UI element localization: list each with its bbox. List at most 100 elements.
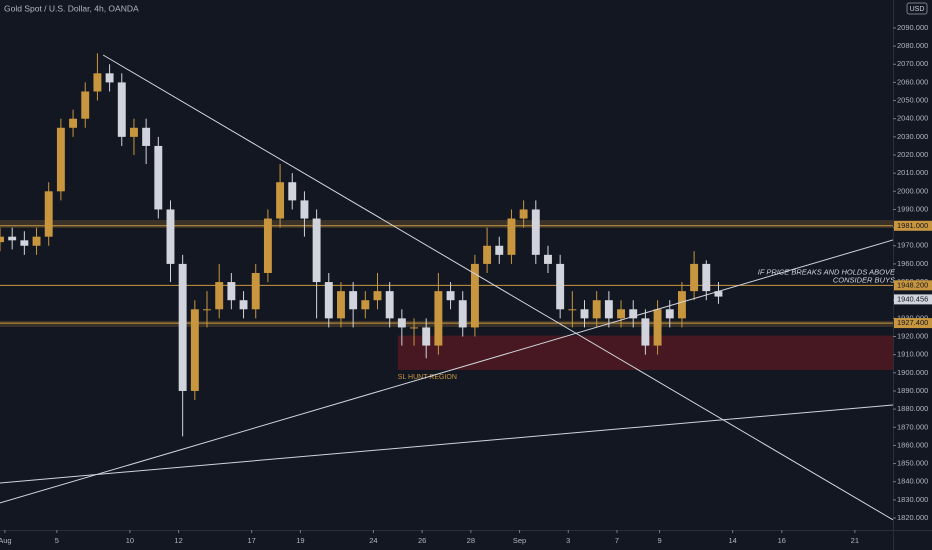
y-tick-label: 1860.000 [897,440,928,449]
y-tick-label: 2060.000 [897,77,928,86]
y-tick-label: 2070.000 [897,59,928,68]
candle-body [556,263,565,310]
y-tick-label: 1920.000 [897,331,928,340]
candle-body [32,236,41,246]
y-tick-label: 2030.000 [897,132,928,141]
x-tick-label: 5 [55,536,59,545]
x-tick-label: Aug [0,536,12,545]
candle-body [312,218,321,283]
candle-body [44,191,53,237]
level-label-bg [894,318,932,329]
y-tick-label: 1820.000 [897,513,928,522]
candle-body [324,282,333,319]
candle-body [105,73,114,83]
candle-body [629,309,638,319]
candle-body [69,118,78,128]
candle-body [337,291,345,319]
candle-body [215,282,224,310]
candle-body [690,263,699,292]
candle-body [142,127,151,146]
candle-body [190,309,199,391]
annotation: IF PRICE BREAKS AND HOLDS ABOVE [758,267,896,276]
y-tick-label: 1880.000 [897,404,928,413]
y-tick-label: 1910.000 [897,350,928,359]
y-tick-label: 1870.000 [897,422,928,431]
candle-body [349,291,358,310]
x-tick-label: 24 [369,536,377,545]
candle-body [56,127,65,192]
candle-body [495,245,504,255]
candle-body [117,82,126,137]
y-tick-label: 1840.000 [897,477,928,486]
level-label: 1940.456 [897,294,928,303]
candle-body [276,182,285,219]
candle-body [544,254,552,264]
x-tick-label: 16 [778,536,786,545]
candle-body [166,209,175,264]
candle-body [702,263,711,292]
x-tick-label: 9 [658,536,662,545]
currency-badge [906,2,928,15]
candle-body [617,309,625,319]
candle-body [422,327,431,346]
annotation: CONSIDER BUYS [833,275,895,284]
y-tick-label: 1990.000 [897,204,928,213]
y-tick-label: 1970.000 [897,241,928,250]
x-tick-label: 10 [126,536,134,545]
currency-label: USD [910,6,925,13]
level-label: 1927.400 [897,318,928,327]
y-tick-label: 2050.000 [897,96,928,105]
y-tick-label: 2040.000 [897,114,928,123]
candle-body [361,300,370,310]
candle-body [20,240,29,246]
x-tick-label: 26 [418,536,426,545]
candle-body [568,309,577,311]
candle-body [641,318,650,346]
candle-body [227,282,236,301]
candle-body [129,127,138,137]
level-band [0,219,893,228]
candle-body [483,245,492,264]
x-tick-label: 28 [467,536,475,545]
x-tick-label: 21 [851,536,859,545]
candle-body [410,327,418,329]
candle-body [446,291,455,301]
candle-body [81,91,90,119]
candle-body [8,236,17,241]
candle-body [470,263,479,328]
candle-body [397,318,406,328]
y-tick-label: 2090.000 [897,23,928,32]
level-band [0,320,893,327]
x-tick-label: 7 [615,536,619,545]
level-label-bg [894,220,932,231]
y-tick-label: 1890.000 [897,386,928,395]
level-label: 1981.000 [897,221,928,230]
trendline [0,239,894,504]
x-tick-label: 17 [247,536,255,545]
candle-body [592,300,601,319]
y-tick-label: 2010.000 [897,168,928,177]
candle-body [519,209,528,219]
chart-title: Gold Spot / U.S. Dollar, 4h, OANDA [4,3,139,13]
x-tick-label: 3 [566,536,570,545]
y-tick-label: 1930.000 [897,313,928,322]
candle-body [300,200,309,219]
trendline [102,54,894,521]
level-label-bg [894,280,932,291]
candle-body [580,309,589,319]
candle-body [251,272,260,310]
y-tick-label: 1960.000 [897,259,928,268]
candle-body [0,236,4,243]
x-tick-label: 14 [728,536,736,545]
candle-body [458,300,467,328]
x-tick-label: Sep [513,536,526,545]
level-label-bg [894,294,932,305]
candle-body [385,291,394,319]
candle-body [178,263,187,391]
candle-body [665,309,674,319]
candle-body [531,209,540,255]
y-tick-label: 2080.000 [897,41,928,50]
level-label: 1948.200 [897,280,928,289]
